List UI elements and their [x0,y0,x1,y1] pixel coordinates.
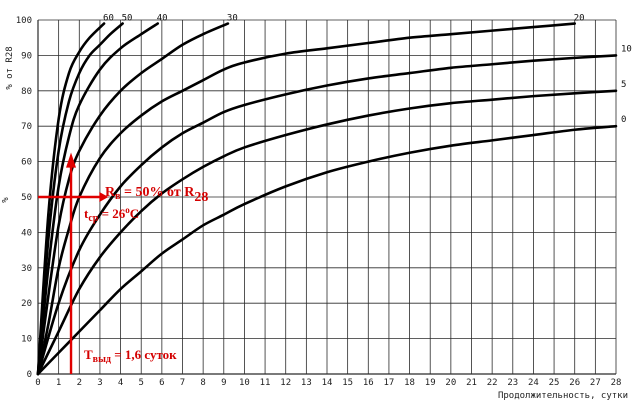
x-tick-label: 12 [280,378,291,388]
x-tick-label: 13 [301,378,312,388]
series-label-20: 20 [574,14,585,24]
x-tick-label: 18 [404,378,415,388]
y-axis-label: % от R28 [5,46,15,89]
x-axis-label: Продолжительность, сутки [498,391,628,401]
series-label-30: 30 [227,14,238,24]
y-tick-label: 10 [21,335,32,345]
series-curve-60 [36,22,106,376]
series-label-50: 50 [122,14,133,24]
x-tick-label: 0 [35,378,40,388]
x-tick-label: 15 [342,378,353,388]
x-tick-label: 19 [425,378,436,388]
y-axis-mark: % [1,197,11,203]
x-tick-label: 11 [260,378,271,388]
x-tick-label: 22 [487,378,498,388]
strength-annotation: Rв = 50% от R28 [105,185,208,205]
x-tick-label: 9 [221,378,226,388]
x-tick-label: 17 [384,378,395,388]
strength-arrow-head [99,192,109,202]
duration-annotation: Твыд = 1,6 суток [84,347,177,365]
y-tick-label: 70 [21,122,32,132]
series-curve-0 [36,124,618,376]
x-tick-label: 20 [445,378,456,388]
series-label-0: 0 [621,115,626,125]
x-tick-label: 25 [549,378,560,388]
y-tick-label: 0 [27,370,32,380]
temperature-annotation: tср = 26оС [84,205,139,224]
y-tick-label: 50 [21,193,32,203]
x-tick-label: 28 [611,378,622,388]
annotation-marks [38,152,109,374]
series-curve-5 [36,89,618,376]
series-curve-50 [36,22,124,376]
x-tick-label: 24 [528,378,539,388]
x-tick-label: 23 [507,378,518,388]
x-tick-label: 3 [97,378,102,388]
x-tick-label: 16 [363,378,374,388]
tick-labels: 0 1 2 3 4 5 6 7 8 9 10 11 12 13 14 15 16 17 18 19 20 21 22 23 24… [16,16,622,388]
y-tick-label: 90 [21,51,32,61]
x-tick-label: 1 [56,378,61,388]
series-label-5: 5 [621,80,626,90]
series-curve-10 [36,54,618,376]
x-tick-label: 4 [118,378,123,388]
series-label-40: 40 [157,14,168,24]
series-curve-40 [36,22,160,376]
x-tick-label: 6 [159,378,164,388]
x-tick-label: 26 [569,378,580,388]
grid-lines [37,19,617,375]
x-tick-label: 2 [77,378,82,388]
y-tick-label: 20 [21,299,32,309]
duration-arrow-head [66,152,77,168]
x-tick-label: 27 [590,378,601,388]
x-tick-label: 10 [239,378,250,388]
y-tick-label: 60 [21,158,32,168]
series-curve-30 [36,22,230,376]
x-tick-label: 14 [322,378,333,388]
x-tick-label: 5 [139,378,144,388]
y-tick-label: 100 [16,16,32,26]
y-tick-label: 40 [21,228,32,238]
y-tick-label: 80 [21,87,32,97]
series-label-10: 10 [621,44,632,54]
x-tick-label: 7 [180,378,185,388]
y-tick-label: 30 [21,264,32,274]
series-label-60: 60 [103,14,114,24]
x-tick-label: 21 [466,378,477,388]
x-tick-label: 8 [200,378,205,388]
series-curves [36,22,618,376]
